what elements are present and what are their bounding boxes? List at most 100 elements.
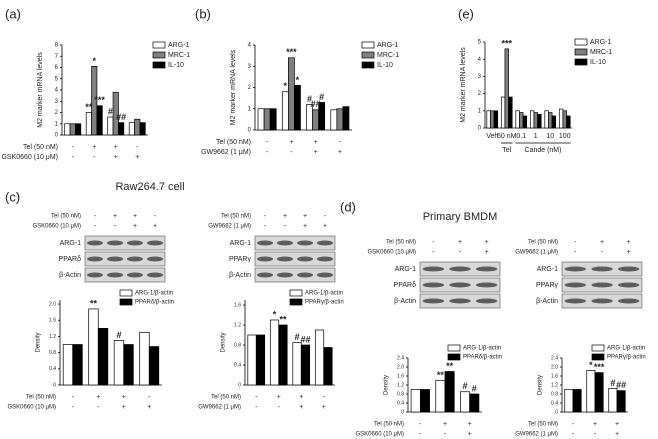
y-tick-label: 1.2	[551, 382, 558, 388]
bar	[566, 115, 571, 129]
blot-band	[422, 282, 445, 288]
condition-mark: +	[289, 139, 293, 146]
condition-label: Tel (50 nM)	[211, 395, 241, 401]
blot-band	[107, 240, 123, 246]
y-tick-label: 2.0	[49, 301, 56, 307]
y-tick-label: 2.0	[397, 364, 404, 370]
y-tick-label: 3	[248, 64, 252, 70]
blot-strip	[254, 235, 336, 251]
blot-row-label: ARG-1	[537, 266, 559, 273]
legend-swatch	[119, 289, 133, 297]
blot-strip	[84, 235, 166, 251]
legend-swatch	[574, 48, 588, 56]
blot-condition-mark: +	[153, 223, 157, 230]
y-tick-label: 0.8	[49, 350, 56, 356]
x-tick-label: 0.1	[516, 133, 526, 140]
significance-label: **	[85, 102, 93, 112]
y-tick-label: 1	[478, 108, 482, 114]
bar	[522, 115, 528, 129]
bar	[97, 327, 109, 386]
bar	[551, 115, 557, 129]
bar	[300, 344, 311, 386]
y-tick-label: 0	[238, 382, 241, 388]
condition-mark: +	[114, 144, 118, 151]
y-tick-label: 1	[248, 106, 252, 112]
condition-label: GW9662 (1 μM)	[201, 149, 251, 156]
y-tick-label: 3	[478, 74, 482, 80]
blot-condition-label: Tel (50 nM)	[386, 240, 416, 246]
y-tick-label: 2	[478, 91, 482, 97]
bar	[572, 389, 582, 413]
condition-label: GSK0660 (10 μM)	[8, 405, 56, 411]
condition-mark: -	[72, 404, 75, 411]
legend-swatch	[591, 353, 605, 361]
bar	[112, 91, 119, 136]
bar	[533, 112, 538, 129]
condition-mark: -	[93, 154, 96, 161]
bar	[594, 372, 604, 413]
condition-mark: +	[314, 149, 318, 156]
y-axis-label: Density	[538, 375, 544, 395]
y-tick-label: 1.2	[234, 322, 241, 328]
blot-band	[476, 282, 498, 288]
bar	[139, 122, 146, 136]
blot-condition-label: GW9662 (1 μM)	[515, 250, 558, 256]
blot-row-label: β-Actin	[394, 298, 416, 305]
condition-mark: -	[290, 149, 293, 156]
blot-condition-label: GSK0660 (10 μM)	[368, 250, 416, 256]
blot-band	[422, 266, 445, 272]
blot-strip	[84, 267, 166, 283]
condition-label: Tel (50 nM)	[23, 144, 58, 151]
blot-band	[564, 298, 586, 304]
bar	[91, 66, 98, 136]
blot-condition-mark: -	[574, 249, 577, 256]
legend-swatch	[289, 298, 303, 306]
legend-label: ARG-1/β-actin	[607, 346, 645, 352]
legend-label: ARG-1	[168, 42, 190, 49]
bar	[287, 57, 295, 131]
blot-band	[127, 272, 143, 278]
condition-label: Tel (50 nM)	[528, 422, 558, 428]
condition-mark: -	[594, 431, 597, 438]
blot-band	[449, 282, 471, 288]
y-tick-label: 1.6	[234, 302, 241, 308]
blot-condition-mark: +	[600, 239, 604, 246]
blot-band	[422, 298, 445, 304]
condition-label: Tel (50 nM)	[216, 139, 251, 146]
bar	[85, 112, 92, 136]
bar	[72, 344, 83, 386]
blot-band	[127, 240, 143, 246]
significance-label: ##	[300, 334, 310, 344]
bar	[564, 389, 574, 413]
bar	[460, 391, 471, 413]
blot-band	[317, 256, 333, 262]
blot-band	[317, 240, 333, 246]
bar	[508, 96, 513, 129]
condition-mark: -	[419, 431, 422, 438]
condition-mark: +	[135, 154, 139, 161]
condition-mark: -	[255, 394, 258, 401]
blot-strip	[254, 251, 336, 267]
significance-label: **	[446, 361, 454, 371]
blot-band	[317, 272, 333, 278]
blot-band	[87, 240, 103, 246]
bar	[318, 102, 326, 131]
legend-swatch	[361, 61, 375, 69]
blot-band	[449, 266, 471, 272]
bar	[312, 109, 320, 131]
x-tick-label: 50 nM	[497, 133, 517, 140]
chart-title: Primary BMDM	[423, 211, 498, 223]
blot-condition-mark: -	[601, 249, 604, 256]
legend-swatch	[591, 344, 605, 352]
y-axis-label: Density	[36, 332, 42, 352]
blot-condition-mark: -	[324, 213, 327, 220]
significance-label: *	[92, 56, 96, 66]
y-tick-label: 1.6	[49, 318, 56, 324]
condition-mark: -	[97, 404, 100, 411]
condition-mark: +	[92, 144, 96, 151]
significance-label: ***	[501, 38, 512, 48]
y-tick-label: 0	[53, 382, 56, 388]
bar	[616, 390, 626, 413]
x-tick-label: 10	[546, 133, 554, 140]
significance-label: #	[108, 106, 113, 116]
